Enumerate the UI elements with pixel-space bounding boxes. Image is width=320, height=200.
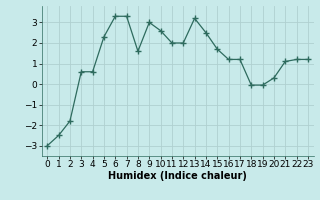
X-axis label: Humidex (Indice chaleur): Humidex (Indice chaleur) [108,171,247,181]
